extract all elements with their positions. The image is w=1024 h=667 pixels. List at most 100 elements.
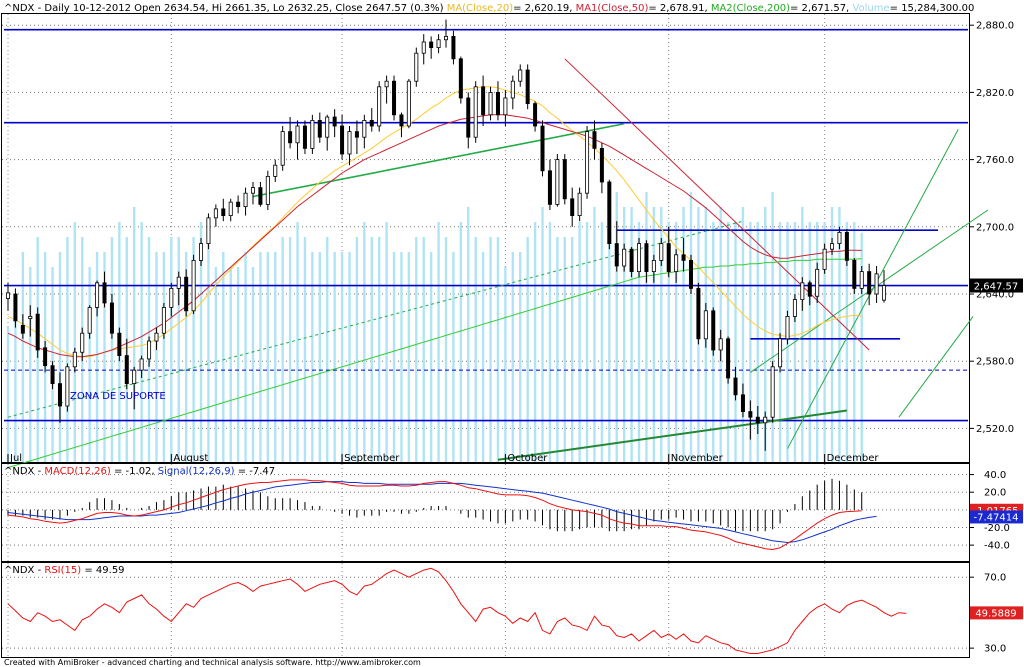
- price-pane[interactable]: 2,520.0 2,580.0 2,640.0 2,700.0 2,760.0 2,820…: [1, 13, 1024, 469]
- price-tick-label: 2,700.0: [976, 222, 1014, 233]
- volume-label: Volume: [852, 3, 889, 14]
- candle: [288, 117, 293, 149]
- candle: [674, 249, 679, 283]
- candle-body: [414, 52, 419, 82]
- candle: [859, 266, 864, 294]
- volume-bar: [459, 222, 463, 462]
- candle-body: [102, 282, 107, 304]
- ma50-label: MA1(Close,50): [576, 3, 649, 14]
- candle-body: [525, 69, 530, 104]
- candle-body: [718, 338, 723, 351]
- volume-bar: [429, 252, 433, 462]
- rsi-value: = 49.59: [84, 565, 124, 576]
- candle: [72, 347, 77, 373]
- candle-body: [176, 276, 181, 289]
- candle: [80, 327, 85, 362]
- candle-body: [882, 285, 887, 301]
- candle-body: [80, 332, 85, 353]
- volume-bar: [155, 252, 158, 462]
- volume-bar: [630, 207, 633, 462]
- candle-body: [844, 231, 849, 261]
- volume-bar: [170, 237, 173, 462]
- candle: [317, 112, 322, 143]
- candle-body: [622, 248, 627, 267]
- volume-bar: [370, 237, 373, 462]
- candle-body: [236, 201, 241, 208]
- candle-body: [458, 58, 463, 99]
- volume-bar: [467, 207, 470, 462]
- signal-value: = -7.47: [238, 466, 275, 477]
- candle-body: [703, 310, 708, 340]
- candle-body: [711, 310, 716, 351]
- candle-body: [57, 383, 62, 407]
- candle: [369, 108, 374, 132]
- candle: [822, 243, 827, 274]
- candle: [599, 142, 604, 194]
- candle-body: [124, 355, 129, 385]
- candle: [199, 238, 204, 266]
- volume-bar: [355, 237, 359, 462]
- volume-bar: [303, 237, 307, 462]
- candle-body: [451, 36, 456, 60]
- candle: [139, 355, 144, 378]
- candle: [50, 361, 55, 390]
- rsi-pane[interactable]: 70.0 30.0 49.5889 ^NDX - RSI(15) = 49.59: [1, 562, 1024, 658]
- volume-bar: [251, 267, 255, 462]
- volume-bar: [103, 252, 106, 462]
- candle: [651, 254, 656, 283]
- candle-body: [659, 243, 664, 261]
- candle: [399, 112, 404, 138]
- volume-bar: [637, 222, 641, 462]
- candle-body: [792, 299, 797, 317]
- volume-bar: [860, 232, 863, 462]
- candle-body: [191, 259, 196, 312]
- volume-bar: [474, 237, 477, 462]
- candle: [109, 294, 114, 339]
- volume-bar: [771, 192, 774, 462]
- candle-body: [429, 41, 434, 48]
- candle-body: [629, 248, 634, 272]
- candle-body: [607, 181, 612, 244]
- candle-body: [154, 332, 159, 342]
- candle-body: [503, 97, 508, 116]
- price-header: ^NDX - Daily 10-12-2012 Open 2634.54, Hi…: [4, 3, 974, 14]
- volume-bar: [377, 237, 381, 462]
- candle: [273, 159, 278, 182]
- candle-body: [20, 324, 25, 334]
- volume-bar: [764, 207, 767, 462]
- volume-bar: [244, 252, 247, 462]
- month-label: December: [827, 453, 880, 464]
- volume-bar: [511, 252, 515, 462]
- macd-pane[interactable]: 40.020.00.0-20.0-40.0-1.01765-7.47414 ^N…: [1, 463, 1024, 562]
- candle: [577, 187, 582, 222]
- candle: [837, 226, 842, 250]
- candle-body: [288, 131, 293, 144]
- candle-body: [592, 131, 597, 149]
- candle-body: [169, 287, 174, 308]
- candle-body: [117, 332, 122, 357]
- candle-body: [147, 340, 152, 360]
- candle: [451, 30, 456, 65]
- ma50-value: = 2,678.91,: [648, 3, 707, 14]
- volume-bar: [481, 252, 485, 462]
- candle-body: [666, 243, 671, 273]
- volume-bar: [133, 207, 136, 462]
- volume-bar: [682, 207, 685, 462]
- candle-body: [807, 282, 812, 297]
- candle: [844, 229, 849, 266]
- candle-body: [302, 125, 307, 149]
- uptrend-line: [252, 122, 625, 198]
- candle: [243, 187, 248, 216]
- volume-bar: [415, 237, 418, 462]
- volume-bar: [541, 207, 544, 462]
- candle: [748, 400, 753, 440]
- candle: [154, 327, 159, 350]
- candle-body: [852, 259, 857, 289]
- candle-body: [837, 231, 842, 244]
- candle-body: [13, 293, 18, 322]
- candle-body: [518, 69, 523, 82]
- candle-body: [644, 243, 649, 273]
- candle: [429, 36, 434, 59]
- signal-badge-bg: [970, 510, 1023, 524]
